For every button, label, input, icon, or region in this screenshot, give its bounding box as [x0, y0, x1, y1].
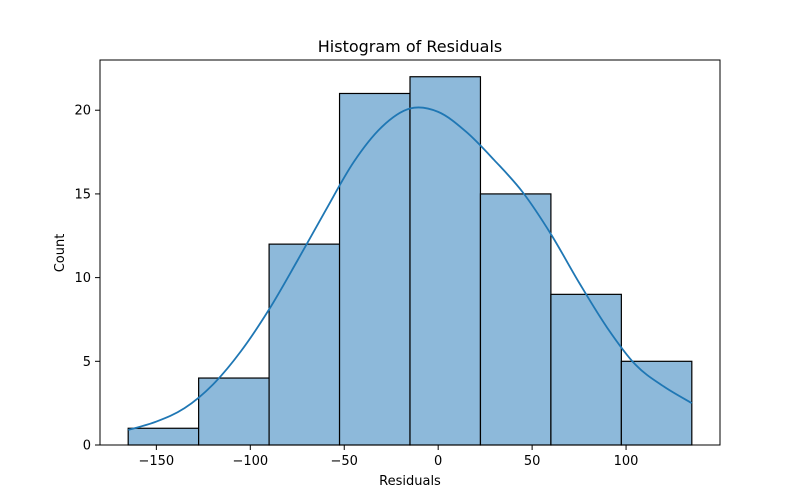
- y-tick-label-1: 5: [83, 355, 91, 370]
- bars-layer: [127, 76, 693, 446]
- x-tick-label-1: −100: [232, 454, 268, 469]
- histogram-bar-5: [479, 193, 552, 446]
- y-axis: 0 5 10 15 20: [74, 104, 100, 454]
- y-tick-label-4: 20: [74, 104, 91, 119]
- y-tick-label-3: 15: [74, 187, 91, 202]
- histogram-bar-6: [550, 293, 622, 446]
- histogram-bar-3: [338, 92, 411, 446]
- histogram-bar-0: [127, 427, 200, 446]
- y-tick-label-2: 10: [74, 271, 91, 286]
- x-tick-label-2: −50: [331, 454, 358, 469]
- x-axis: −150 −100 −50 0 50 100: [139, 445, 639, 469]
- x-tick-label-4: 50: [524, 454, 541, 469]
- y-tick-label-0: 0: [83, 439, 91, 454]
- plot-frame: [99, 59, 721, 446]
- histogram-bar-2: [268, 243, 341, 446]
- histogram-bar-4: [409, 76, 482, 446]
- chart-title: Histogram of Residuals: [318, 37, 503, 56]
- histogram-bar-7: [620, 360, 693, 446]
- kde-line: [127, 106, 693, 431]
- y-axis-label: Count: [53, 234, 68, 273]
- x-tick-label-3: 0: [434, 454, 442, 469]
- x-tick-label-0: −150: [139, 454, 175, 469]
- x-tick-label-5: 100: [614, 454, 639, 469]
- x-axis-label: Residuals: [379, 474, 441, 489]
